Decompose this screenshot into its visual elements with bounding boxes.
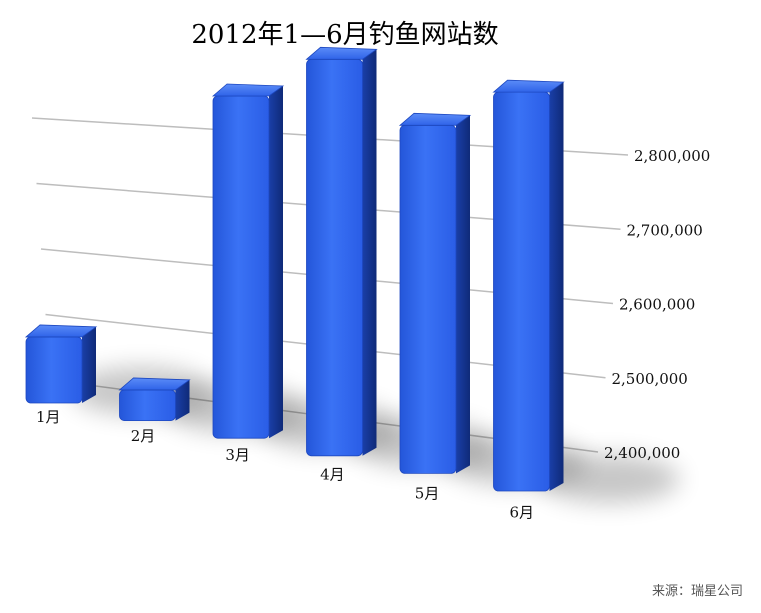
bar-side — [549, 82, 564, 491]
bar-top — [211, 83, 285, 97]
bar-front — [399, 124, 457, 474]
y-tick-label: 2,600,000 — [619, 296, 695, 314]
x-tick-label: 3月 — [225, 446, 250, 464]
bar-top — [492, 79, 565, 93]
bar-front — [493, 91, 550, 492]
bar-side — [456, 115, 470, 474]
y-tick-label: 2,800,000 — [634, 147, 710, 165]
y-tick-label: 2,400,000 — [604, 444, 680, 462]
bar — [305, 46, 378, 457]
bar-side — [362, 49, 377, 456]
x-tick-label: 5月 — [415, 484, 440, 502]
chart-title: 2012年1—6月钓鱼网站数 — [191, 20, 499, 50]
y-tick-label: 2,700,000 — [627, 221, 703, 239]
bar-side — [175, 379, 190, 421]
bar-side — [269, 86, 283, 439]
bar-top — [118, 377, 191, 391]
x-tick-label: 1月 — [36, 408, 61, 426]
bar-front — [306, 58, 363, 457]
x-tick-label: 2月 — [131, 427, 156, 445]
bar-top — [24, 324, 98, 338]
x-tick-label: 6月 — [510, 504, 535, 522]
bar — [492, 79, 565, 492]
bar — [398, 112, 472, 474]
bar — [211, 83, 285, 439]
bar-front — [212, 95, 270, 439]
bar — [118, 377, 191, 422]
bar-front — [119, 389, 176, 422]
bar-front — [25, 336, 83, 404]
source-note: 来源：瑞星公司 — [651, 584, 743, 599]
bar-side — [82, 326, 96, 403]
bar-shadow — [539, 455, 680, 503]
bar — [24, 324, 98, 404]
y-tick-label: 2,500,000 — [612, 370, 688, 388]
bar-top — [398, 112, 472, 126]
x-tick-label: 4月 — [320, 465, 345, 483]
bar-top — [305, 46, 378, 60]
